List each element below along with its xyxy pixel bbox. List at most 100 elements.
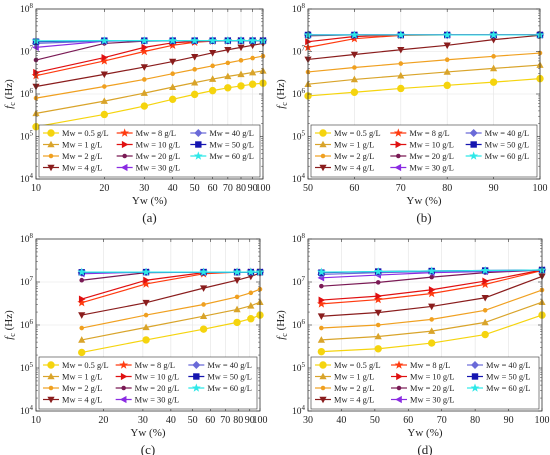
x-tick-label: 70 — [396, 183, 406, 194]
x-axis-label: Yw (%) — [406, 195, 441, 207]
series-line — [307, 34, 541, 61]
legend-marker — [394, 360, 404, 369]
data-point — [317, 267, 326, 276]
data-point — [102, 84, 107, 89]
legend-label: Mw = 10 g/L — [135, 373, 180, 382]
legend-marker — [194, 129, 203, 137]
data-point — [481, 318, 489, 326]
data-point — [78, 295, 86, 303]
data-point — [170, 71, 175, 77]
data-point — [397, 84, 405, 93]
data-point — [249, 68, 257, 76]
series-line — [35, 55, 264, 99]
data-point — [374, 332, 382, 340]
x-tick-label: 60 — [349, 183, 359, 194]
data-point — [374, 345, 382, 353]
legend-marker — [193, 151, 203, 160]
data-point — [490, 64, 498, 72]
data-point — [233, 318, 241, 327]
y-axis-label: fc (Hz) — [3, 310, 17, 340]
data-point — [375, 292, 382, 300]
legend-marker — [47, 396, 55, 404]
x-tick-label: 100 — [533, 183, 548, 194]
legend-label: Mw = 20 g/L — [136, 152, 181, 161]
legend-label: Mw = 0.5 g/L — [62, 129, 109, 138]
legend-label: Mw = 20 g/L — [410, 384, 455, 393]
legend-label: Mw = 50 g/L — [207, 373, 252, 382]
y-tick-label: 104 — [20, 404, 34, 417]
data-point — [318, 296, 326, 304]
legend-label: Mw = 8 g/L — [409, 129, 449, 138]
panel-d: 30 40 50 60 70 80 90 100 104 105 106 107 108 Yw (%) fc… — [275, 232, 550, 455]
data-point — [374, 309, 382, 317]
y-tick-label: 106 — [292, 87, 306, 100]
x-tick-label: 80 — [442, 183, 452, 194]
legend-marker — [319, 140, 327, 148]
x-tick-label: 100 — [535, 415, 550, 426]
legend-marker — [120, 163, 128, 172]
data-point — [480, 279, 490, 289]
x-tick-label: 80 — [233, 415, 243, 426]
legend-marker — [119, 360, 129, 369]
x-tick-label: 90 — [245, 415, 255, 426]
data-point — [373, 266, 383, 276]
data-point — [169, 58, 177, 66]
legend-marker — [119, 395, 127, 404]
y-tick-label: 107 — [20, 275, 34, 288]
legend-marker — [48, 385, 54, 391]
x-tick-label: 60 — [205, 415, 215, 426]
legend-label: Mw = 4 g/L — [334, 396, 374, 405]
legend-label: Mw = 10 g/L — [410, 373, 455, 382]
x-tick-label: 90 — [489, 183, 499, 194]
legend-box — [310, 356, 540, 410]
data-point — [350, 75, 358, 83]
y-tick-label: 104 — [20, 172, 34, 185]
legend-label: Mw = 8 g/L — [410, 361, 450, 370]
legend-marker — [192, 361, 201, 369]
y-tick-label: 106 — [20, 318, 34, 331]
x-tick-label: 10 — [31, 183, 41, 194]
legend-marker — [320, 153, 326, 159]
x-tick-label: 80 — [470, 415, 480, 426]
x-tick-label: 70 — [223, 183, 233, 194]
data-point — [77, 267, 87, 276]
y-tick-label: 105 — [20, 361, 34, 374]
data-point — [350, 51, 358, 59]
x-axis-label: Yw (%) — [132, 195, 167, 207]
data-point — [398, 61, 404, 66]
legend-marker — [469, 151, 479, 160]
data-point — [396, 30, 406, 39]
x-tick-label: 100 — [256, 183, 271, 194]
data-point — [33, 68, 40, 77]
data-point — [237, 44, 245, 52]
data-point — [350, 30, 359, 39]
x-tick-label: 20 — [98, 415, 108, 426]
legend-marker — [319, 396, 327, 404]
data-point — [169, 83, 177, 90]
data-point — [397, 71, 405, 79]
data-point — [482, 277, 489, 285]
legend-marker — [396, 153, 401, 159]
legend-marker — [395, 140, 403, 149]
x-tick-label: 70 — [220, 415, 230, 426]
y-tick-label: 108 — [292, 2, 306, 15]
legend-label: Mw = 30 g/L — [410, 396, 455, 405]
legend-label: Mw = 1 g/L — [334, 141, 374, 150]
legend-marker — [319, 372, 327, 380]
legend-marker — [396, 385, 402, 391]
data-point — [140, 64, 148, 71]
data-point — [236, 36, 246, 45]
legend-marker — [47, 140, 55, 148]
x-tick-label: 50 — [303, 183, 313, 194]
data-point — [237, 70, 245, 78]
y-tick-label: 106 — [292, 318, 306, 331]
data-point — [141, 43, 149, 51]
series-line — [35, 42, 264, 88]
data-point — [428, 303, 436, 311]
legend-marker — [320, 385, 326, 391]
data-point — [375, 280, 381, 285]
data-point — [246, 267, 256, 276]
x-tick-label: 60 — [403, 415, 413, 426]
